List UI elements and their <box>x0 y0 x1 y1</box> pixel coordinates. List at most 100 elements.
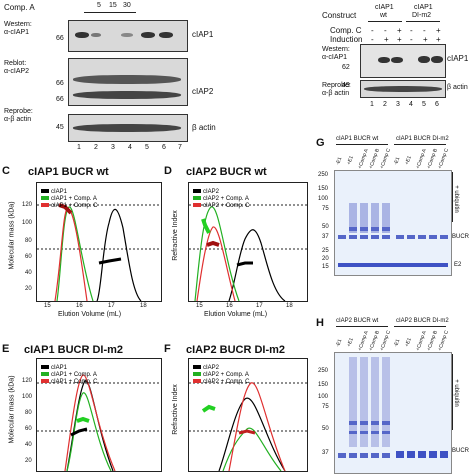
y-tick: 60 <box>25 254 32 260</box>
gel-right-label: E2 <box>454 262 462 268</box>
dose-30: 30 <box>123 2 131 9</box>
gel-group-1: cIAP1 BUCR wt <box>336 136 379 142</box>
comp-a-label: Comp. A <box>4 3 35 12</box>
compc-label: Comp. C <box>330 26 362 35</box>
gel-lane-labels: -E1 +E1 +Comp A +Comp B +Comp C -E1 +E1 … <box>335 328 450 352</box>
sign: + <box>384 35 389 44</box>
y-tick: 40 <box>25 442 32 448</box>
blot2-mw1: 66 <box>56 80 64 87</box>
construct-label: Construct <box>322 11 357 20</box>
mw-marker: 15 <box>322 264 329 270</box>
mw-marker: 25 <box>322 248 329 254</box>
lane-label: -E1 <box>393 338 402 348</box>
lane-label: +E1 <box>404 337 413 348</box>
lane-label: +Comp C <box>437 147 450 170</box>
x-tick: 18 <box>286 303 293 309</box>
lane-num: 5 <box>422 101 426 108</box>
sign: - <box>371 35 374 44</box>
lane-num: 6 <box>162 144 166 151</box>
y-axis-label: Molecular mass (kDa) <box>8 375 16 444</box>
divider <box>336 144 388 145</box>
legend-entry: cIAP1 + Comp. C <box>51 203 98 209</box>
x-tick: 15 <box>196 303 203 309</box>
construct-wt-1: cIAP1 <box>375 4 394 11</box>
gel-right-label: + ubiquitin <box>452 379 459 407</box>
blot1-label1: Western: <box>4 21 32 28</box>
b-blot2-label2: α-β actin <box>322 90 350 97</box>
x-axis-label: Elution Volume (mL) <box>204 311 268 318</box>
lane-label: +E1 <box>346 155 355 166</box>
sec-mals-plot-c: cIAP1 cIAP1 + Comp. A cIAP1 + Comp. C <box>36 182 162 302</box>
panel-letter: G <box>316 137 325 149</box>
dose-5: 5 <box>97 2 101 9</box>
legend-entry: cIAP2 <box>203 365 220 371</box>
b-blot1-label1: Western: <box>322 46 350 53</box>
lane-num: 3 <box>111 144 115 151</box>
legend-entry: cIAP2 <box>203 189 220 195</box>
x-tick: 16 <box>226 303 233 309</box>
blot3-mw: 45 <box>56 124 64 131</box>
dose-bar <box>84 12 136 13</box>
sec-mals-plot-d: cIAP2 cIAP2 + Comp. A cIAP2 + Comp. C <box>188 182 308 302</box>
lane-num: 4 <box>409 101 413 108</box>
lane-label: -E1 <box>335 156 344 166</box>
x-tick: 17 <box>256 303 263 309</box>
dose-15: 15 <box>109 2 117 9</box>
gel-lane-labels: -E1 +E1 +Comp A +Comp B +Comp C -E1 +E1 … <box>335 146 450 170</box>
plot-title: cIAP1 BUCR wt <box>28 166 109 178</box>
construct-dim-1: cIAP1 <box>414 4 433 11</box>
x-tick: 18 <box>140 303 147 309</box>
western-blot-b <box>360 44 446 78</box>
gel-right-label: BUCR <box>452 234 470 240</box>
blot2-band-label: cIAP2 <box>192 87 214 96</box>
legend-entry: cIAP1 + Comp. C <box>51 379 98 385</box>
y-tick: 20 <box>25 458 32 464</box>
x-tick: 15 <box>44 303 51 309</box>
sign: + <box>436 26 441 35</box>
lane-label: +Comp C <box>379 329 392 352</box>
reblot-ciap2 <box>68 58 188 106</box>
x-tick: 17 <box>108 303 115 309</box>
sds-gel-g <box>334 170 452 276</box>
y-tick: 100 <box>22 394 33 400</box>
lane-label: +E1 <box>346 337 355 348</box>
blot1-label2: α-cIAP1 <box>4 29 30 36</box>
panel-letter: D <box>164 165 172 177</box>
y-tick: 60 <box>25 426 32 432</box>
lane-num: 1 <box>77 144 81 151</box>
mw-marker: 150 <box>318 382 329 388</box>
mw-marker: 50 <box>322 224 329 230</box>
panel-letter: F <box>164 343 171 355</box>
y-axis-label: Refractive Index <box>171 384 179 435</box>
sign: - <box>410 35 413 44</box>
y-tick: 80 <box>25 238 32 244</box>
legend-entry: cIAP1 <box>51 365 68 371</box>
mw-marker: 20 <box>322 256 329 262</box>
lane-label: -E1 <box>393 156 402 166</box>
b-blot2-band: β actin <box>447 84 468 91</box>
mw-marker: 250 <box>318 172 329 178</box>
construct-wt-2: wt <box>380 12 387 19</box>
sign: - <box>384 26 387 35</box>
lane-num: 5 <box>145 144 149 151</box>
lane-num: 1 <box>370 101 374 108</box>
y-tick: 80 <box>25 410 32 416</box>
sec-mals-plot-f: cIAP2 cIAP2 + Comp. A cIAP2 + Comp. C <box>188 358 308 472</box>
panel-letter: C <box>2 165 10 177</box>
panel-letter: E <box>2 343 10 355</box>
b-blot1-band: cIAP1 <box>447 54 469 63</box>
sign: + <box>397 26 402 35</box>
lane-label: -E1 <box>335 338 344 348</box>
mw-marker: 250 <box>318 368 329 374</box>
gel-group-1: cIAP2 BUCR wt <box>336 318 379 324</box>
mw-marker: 75 <box>322 404 329 410</box>
legend-entry: cIAP2 + Comp. A <box>203 372 249 378</box>
legend-entry: cIAP1 + Comp. A <box>51 196 97 202</box>
panel-letter: H <box>316 317 324 329</box>
b-blot2-mw: 49 <box>342 82 350 89</box>
x-tick: 16 <box>76 303 83 309</box>
y-tick: 120 <box>22 202 33 208</box>
legend-entry: cIAP1 + Comp. A <box>51 372 97 378</box>
y-tick: 20 <box>25 286 32 292</box>
lane-num: 3 <box>396 101 400 108</box>
